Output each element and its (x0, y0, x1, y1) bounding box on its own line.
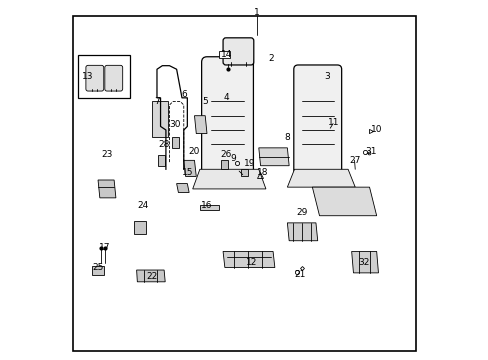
Polygon shape (98, 180, 116, 198)
Polygon shape (183, 160, 196, 176)
Text: 16: 16 (201, 201, 212, 210)
Polygon shape (223, 251, 274, 267)
Polygon shape (192, 169, 265, 189)
FancyBboxPatch shape (293, 65, 341, 174)
Text: 11: 11 (327, 118, 339, 127)
FancyBboxPatch shape (104, 65, 122, 91)
Text: 15: 15 (181, 168, 193, 177)
Polygon shape (194, 116, 206, 134)
Text: 12: 12 (245, 258, 257, 267)
Text: 32: 32 (358, 258, 369, 267)
Polygon shape (176, 184, 189, 193)
Polygon shape (91, 266, 104, 275)
Text: 30: 30 (169, 120, 180, 129)
Polygon shape (241, 169, 247, 176)
Text: 31: 31 (365, 147, 376, 156)
FancyBboxPatch shape (223, 38, 253, 65)
Text: 25: 25 (92, 263, 103, 272)
Polygon shape (136, 270, 165, 282)
Polygon shape (200, 205, 219, 210)
Polygon shape (158, 155, 165, 166)
FancyBboxPatch shape (78, 55, 130, 98)
Text: 2: 2 (268, 54, 274, 63)
Text: 7: 7 (154, 97, 160, 106)
Text: 22: 22 (146, 272, 157, 281)
Text: 10: 10 (370, 126, 382, 135)
Polygon shape (134, 221, 146, 234)
FancyBboxPatch shape (86, 65, 103, 91)
Text: 23: 23 (101, 150, 112, 159)
Text: 14: 14 (221, 50, 232, 59)
Text: 26: 26 (220, 150, 231, 159)
Polygon shape (221, 160, 228, 169)
Polygon shape (172, 137, 179, 148)
Polygon shape (351, 251, 378, 273)
Text: 20: 20 (188, 147, 200, 156)
Text: 6: 6 (181, 90, 186, 99)
Text: 24: 24 (137, 201, 148, 210)
Polygon shape (258, 148, 288, 166)
Polygon shape (287, 169, 354, 187)
Text: 27: 27 (349, 156, 360, 165)
Text: 13: 13 (81, 72, 93, 81)
Text: 5: 5 (202, 97, 208, 106)
FancyBboxPatch shape (201, 57, 253, 175)
Text: 28: 28 (158, 140, 169, 149)
Text: 4: 4 (224, 93, 229, 102)
Polygon shape (287, 223, 317, 241)
Text: 17: 17 (99, 243, 111, 252)
Text: 9: 9 (230, 154, 236, 163)
FancyBboxPatch shape (219, 51, 230, 58)
Text: 3: 3 (323, 72, 329, 81)
Polygon shape (312, 187, 376, 216)
Text: 29: 29 (295, 208, 307, 217)
Text: 8: 8 (284, 132, 290, 141)
Text: 18: 18 (256, 168, 267, 177)
Polygon shape (151, 102, 167, 137)
Text: 1: 1 (254, 8, 259, 17)
Text: 21: 21 (294, 270, 305, 279)
Text: 19: 19 (244, 159, 255, 168)
